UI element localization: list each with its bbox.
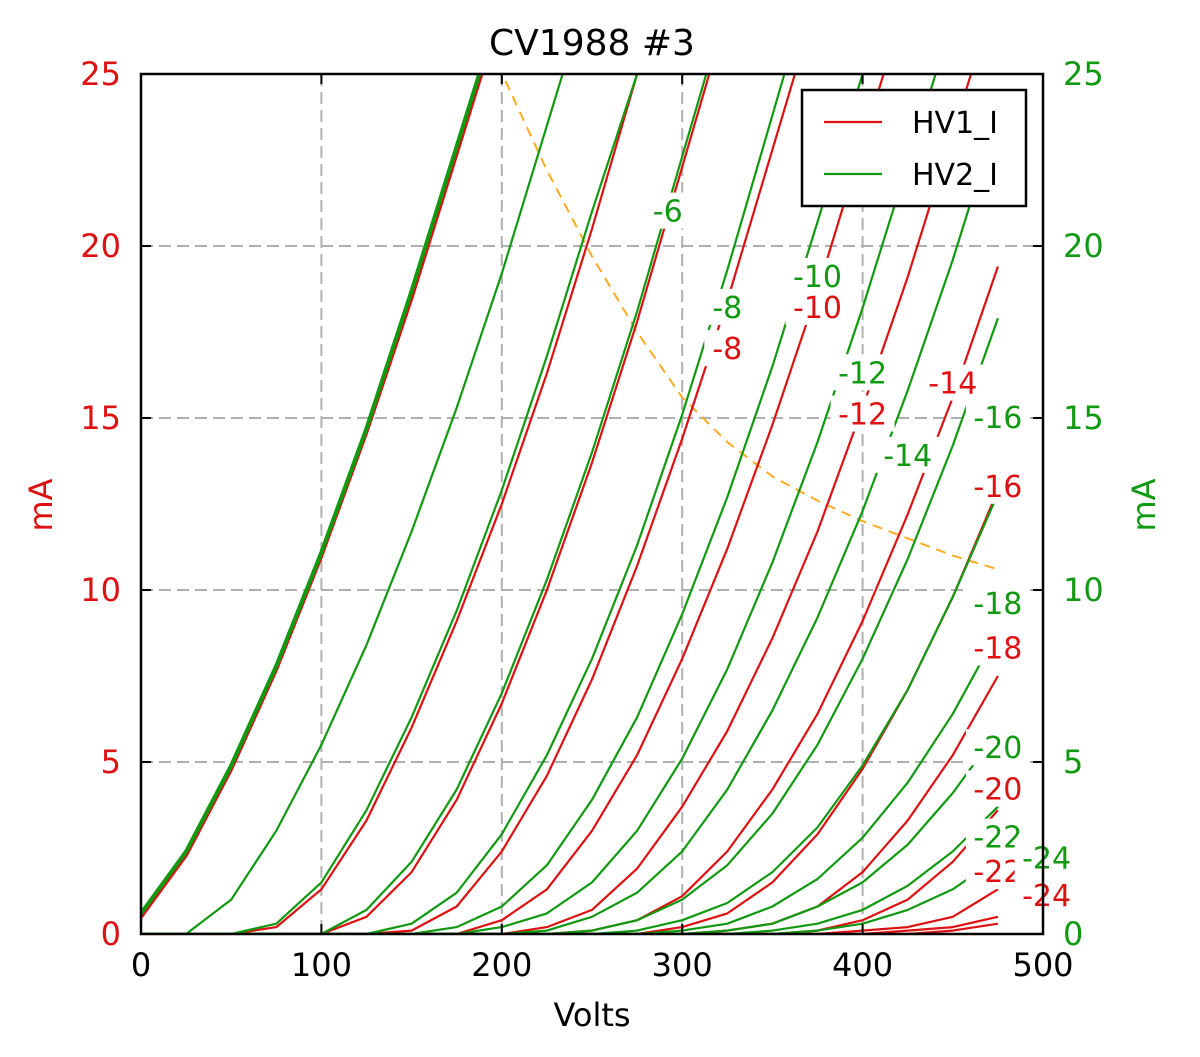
curve-label: -16 xyxy=(973,470,1022,505)
series-line-hv2_i-gridm24 xyxy=(141,857,999,934)
x-tick-label: 100 xyxy=(291,946,352,984)
curve-label-bg xyxy=(965,467,1030,504)
chart-title: CV1988 #3 xyxy=(489,23,695,64)
x-axis-label: Volts xyxy=(553,996,630,1034)
series-line-hv2_i-gridm16 xyxy=(141,493,999,934)
curve-label: -16 xyxy=(973,401,1022,436)
grid-lines xyxy=(141,74,1043,934)
curve-label: -10 xyxy=(793,291,842,326)
series-line-hv2_i-gridm14 xyxy=(141,317,999,934)
y-tick-label-right: 25 xyxy=(1063,55,1104,93)
curve-label-bg xyxy=(830,354,895,391)
legend-label: HV2_I xyxy=(912,158,998,193)
y-tick-label-left: 0 xyxy=(101,915,121,953)
curve-label: -22 xyxy=(973,821,1022,856)
series-line-hv2_i-gridm10 xyxy=(141,74,937,934)
y-tick-label-left: 25 xyxy=(80,55,121,93)
curve-label: -18 xyxy=(973,587,1022,622)
curve-label-bg xyxy=(785,257,850,294)
curve-label-bg xyxy=(965,729,1030,766)
y-tick-label-left: 10 xyxy=(80,571,121,609)
curve-label: -8 xyxy=(712,332,742,367)
series-line-hv2_i-gridm8 xyxy=(141,74,864,934)
series-line-hv2_i-gridm12 xyxy=(141,114,999,934)
curve-label-bg xyxy=(644,192,691,229)
load-line xyxy=(504,80,999,571)
series-line-hv1_i-gridm6 xyxy=(141,74,797,934)
curve-label: -24 xyxy=(1022,841,1071,876)
legend: HV1_I HV2_I xyxy=(800,88,1028,208)
x-tick-label: 200 xyxy=(471,946,532,984)
curve-label-bg xyxy=(785,288,850,325)
curve-label: -14 xyxy=(928,367,977,402)
x-tick-label: 0 xyxy=(131,946,151,984)
curve-label: -8 xyxy=(712,291,742,326)
x-tick-label: 400 xyxy=(832,946,893,984)
curve-label-bg xyxy=(920,364,985,401)
series-line-hv2_i-gridm18 xyxy=(141,630,999,934)
series-line-hv1_i-gridm4 xyxy=(141,74,711,934)
legend-box xyxy=(800,88,1028,208)
series-line-hv1_i-gridm8 xyxy=(141,74,885,934)
curve-label: -20 xyxy=(973,731,1022,766)
curve-label: -14 xyxy=(883,439,932,474)
y-tick-label-right: 15 xyxy=(1063,399,1104,437)
series-line-hv2_i-gridm4 xyxy=(141,74,708,934)
curve-label-bg xyxy=(875,436,940,473)
series-line-hv1_i-gridm16 xyxy=(141,675,999,934)
curve-label: -12 xyxy=(838,398,887,433)
y-tick-label-right: 10 xyxy=(1063,571,1104,609)
plot-frame xyxy=(139,72,1045,936)
x-tick-label: 300 xyxy=(652,946,713,984)
series-line-hv2_i-grid0 xyxy=(141,74,482,915)
curve-label: -24 xyxy=(1022,879,1071,914)
legend-label: HV1_I xyxy=(912,106,998,141)
y-tick-label-right: 0 xyxy=(1063,915,1083,953)
series-line-hv2_i-gridm20 xyxy=(141,730,999,934)
curve-label-bg xyxy=(704,288,751,325)
curve-label-bg xyxy=(965,770,1030,807)
curve-label-bg xyxy=(965,584,1030,621)
series-line-hv1_i-gridm2 xyxy=(141,74,639,934)
y-tick-label-left: 5 xyxy=(101,743,121,781)
curve-label-bg xyxy=(965,629,1030,666)
y-tick-label-left: 20 xyxy=(80,227,121,265)
series-line-hv1_i-gridm14 xyxy=(141,489,999,934)
x-tick-label: 500 xyxy=(1012,946,1073,984)
curve-label-bg xyxy=(704,330,751,367)
series-line-hv1_i-gridm20 xyxy=(141,888,999,934)
curve-label-bg xyxy=(1014,839,1079,876)
series-line-hv2_i-gridm1 xyxy=(141,74,564,934)
y-axis-label-left: mA xyxy=(22,478,60,531)
curve-label: -20 xyxy=(973,773,1022,808)
curve-label-layer: -6-8-8-10-10-12-12-14-14-16-16-18-18-20-… xyxy=(644,192,1079,914)
y-axis-label-right: mA xyxy=(1125,478,1163,531)
curve-label-bg xyxy=(1014,877,1079,914)
curve-label-bg xyxy=(965,399,1030,435)
curve-label: -18 xyxy=(973,631,1022,666)
curve-label: -22 xyxy=(973,855,1022,890)
y-tick-label-right: 20 xyxy=(1063,227,1104,265)
curve-label: -6 xyxy=(653,195,683,230)
series-line-hv2_i-gridm22 xyxy=(141,805,999,934)
series-line-hv2_i-gridm2 xyxy=(141,74,639,934)
y-tick-label-left: 15 xyxy=(80,399,121,437)
series-line-hv1_i-gridm18 xyxy=(141,809,999,934)
y-tick-label-right: 5 xyxy=(1063,743,1083,781)
curve-label-bg xyxy=(830,395,895,432)
curve-label: -12 xyxy=(838,356,887,391)
load-line-layer xyxy=(504,80,999,571)
